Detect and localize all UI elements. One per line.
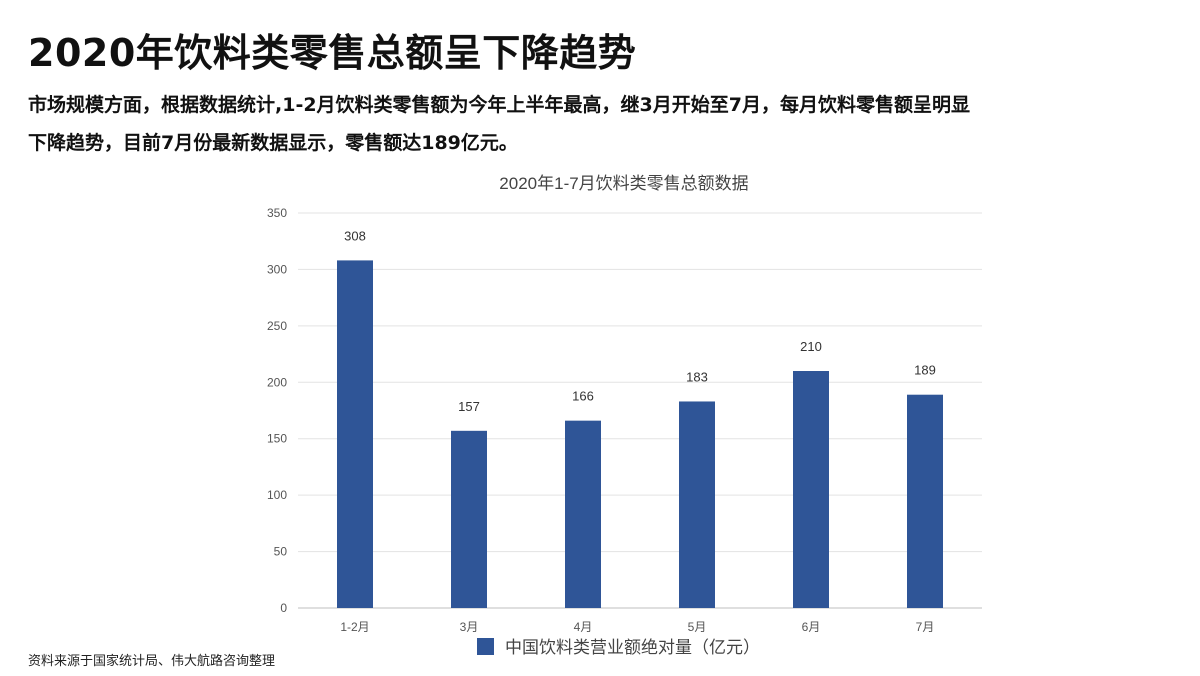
x-tick-label: 6月: [802, 620, 821, 634]
bars: [337, 260, 943, 608]
y-tick-label: 100: [267, 488, 287, 502]
source-note: 资料来源于国家统计局、伟大航路咨询整理: [28, 654, 276, 669]
bar: [565, 420, 601, 608]
bar-chart: 2020年1-7月饮料类零售总额数据 0 50 100 150 200 250 300 350…: [267, 174, 982, 657]
y-tick-label: 350: [267, 206, 287, 220]
data-label: 166: [572, 389, 594, 404]
data-labels: 308 157 166 183 210 189: [344, 228, 936, 413]
x-tick-label: 5月: [688, 620, 707, 634]
y-tick-label: 0: [280, 601, 287, 615]
bar: [679, 401, 715, 608]
y-axis-ticks: 0 50 100 150 200 250 300 350: [267, 206, 287, 615]
y-tick-label: 150: [267, 432, 287, 446]
legend-label: 中国饮料类营业额绝对量（亿元）: [505, 638, 760, 657]
bar: [451, 430, 487, 608]
y-tick-label: 250: [267, 319, 287, 333]
data-label: 308: [344, 228, 366, 243]
intro-paragraph: 市场规模方面，根据数据统计,1-2月饮料类零售额为今年上半年最高，继3月开始至7…: [28, 86, 1188, 162]
page-title: 2020年饮料类零售总额呈下降趋势: [28, 31, 637, 75]
bar: [907, 394, 943, 608]
x-tick-label: 1-2月: [340, 620, 369, 634]
chart-title: 2020年1-7月饮料类零售总额数据: [499, 174, 748, 193]
legend-swatch: [477, 638, 494, 655]
bar: [793, 371, 829, 608]
y-tick-label: 200: [267, 375, 287, 389]
bar: [337, 260, 373, 608]
intro-line-1: 市场规模方面，根据数据统计,1-2月饮料类零售额为今年上半年最高，继3月开始至7…: [28, 94, 970, 116]
x-tick-label: 4月: [574, 620, 593, 634]
x-tick-label: 7月: [916, 620, 935, 634]
x-axis-ticks: 1-2月 3月 4月 5月 6月 7月: [340, 620, 934, 634]
intro-line-2: 下降趋势，目前7月份最新数据显示，零售额达189亿元。: [28, 132, 518, 154]
x-tick-label: 3月: [460, 620, 479, 634]
gridlines: [298, 212, 982, 609]
y-tick-label: 50: [274, 545, 288, 559]
data-label: 189: [914, 363, 936, 378]
data-label: 157: [458, 399, 480, 414]
data-label: 210: [800, 339, 822, 354]
data-label: 183: [686, 369, 708, 384]
y-tick-label: 300: [267, 262, 287, 276]
chart-container: 2020年1-7月饮料类零售总额数据 0 50 100 150 200 250 300 350…: [0, 160, 1200, 676]
legend: 中国饮料类营业额绝对量（亿元）: [477, 638, 760, 657]
